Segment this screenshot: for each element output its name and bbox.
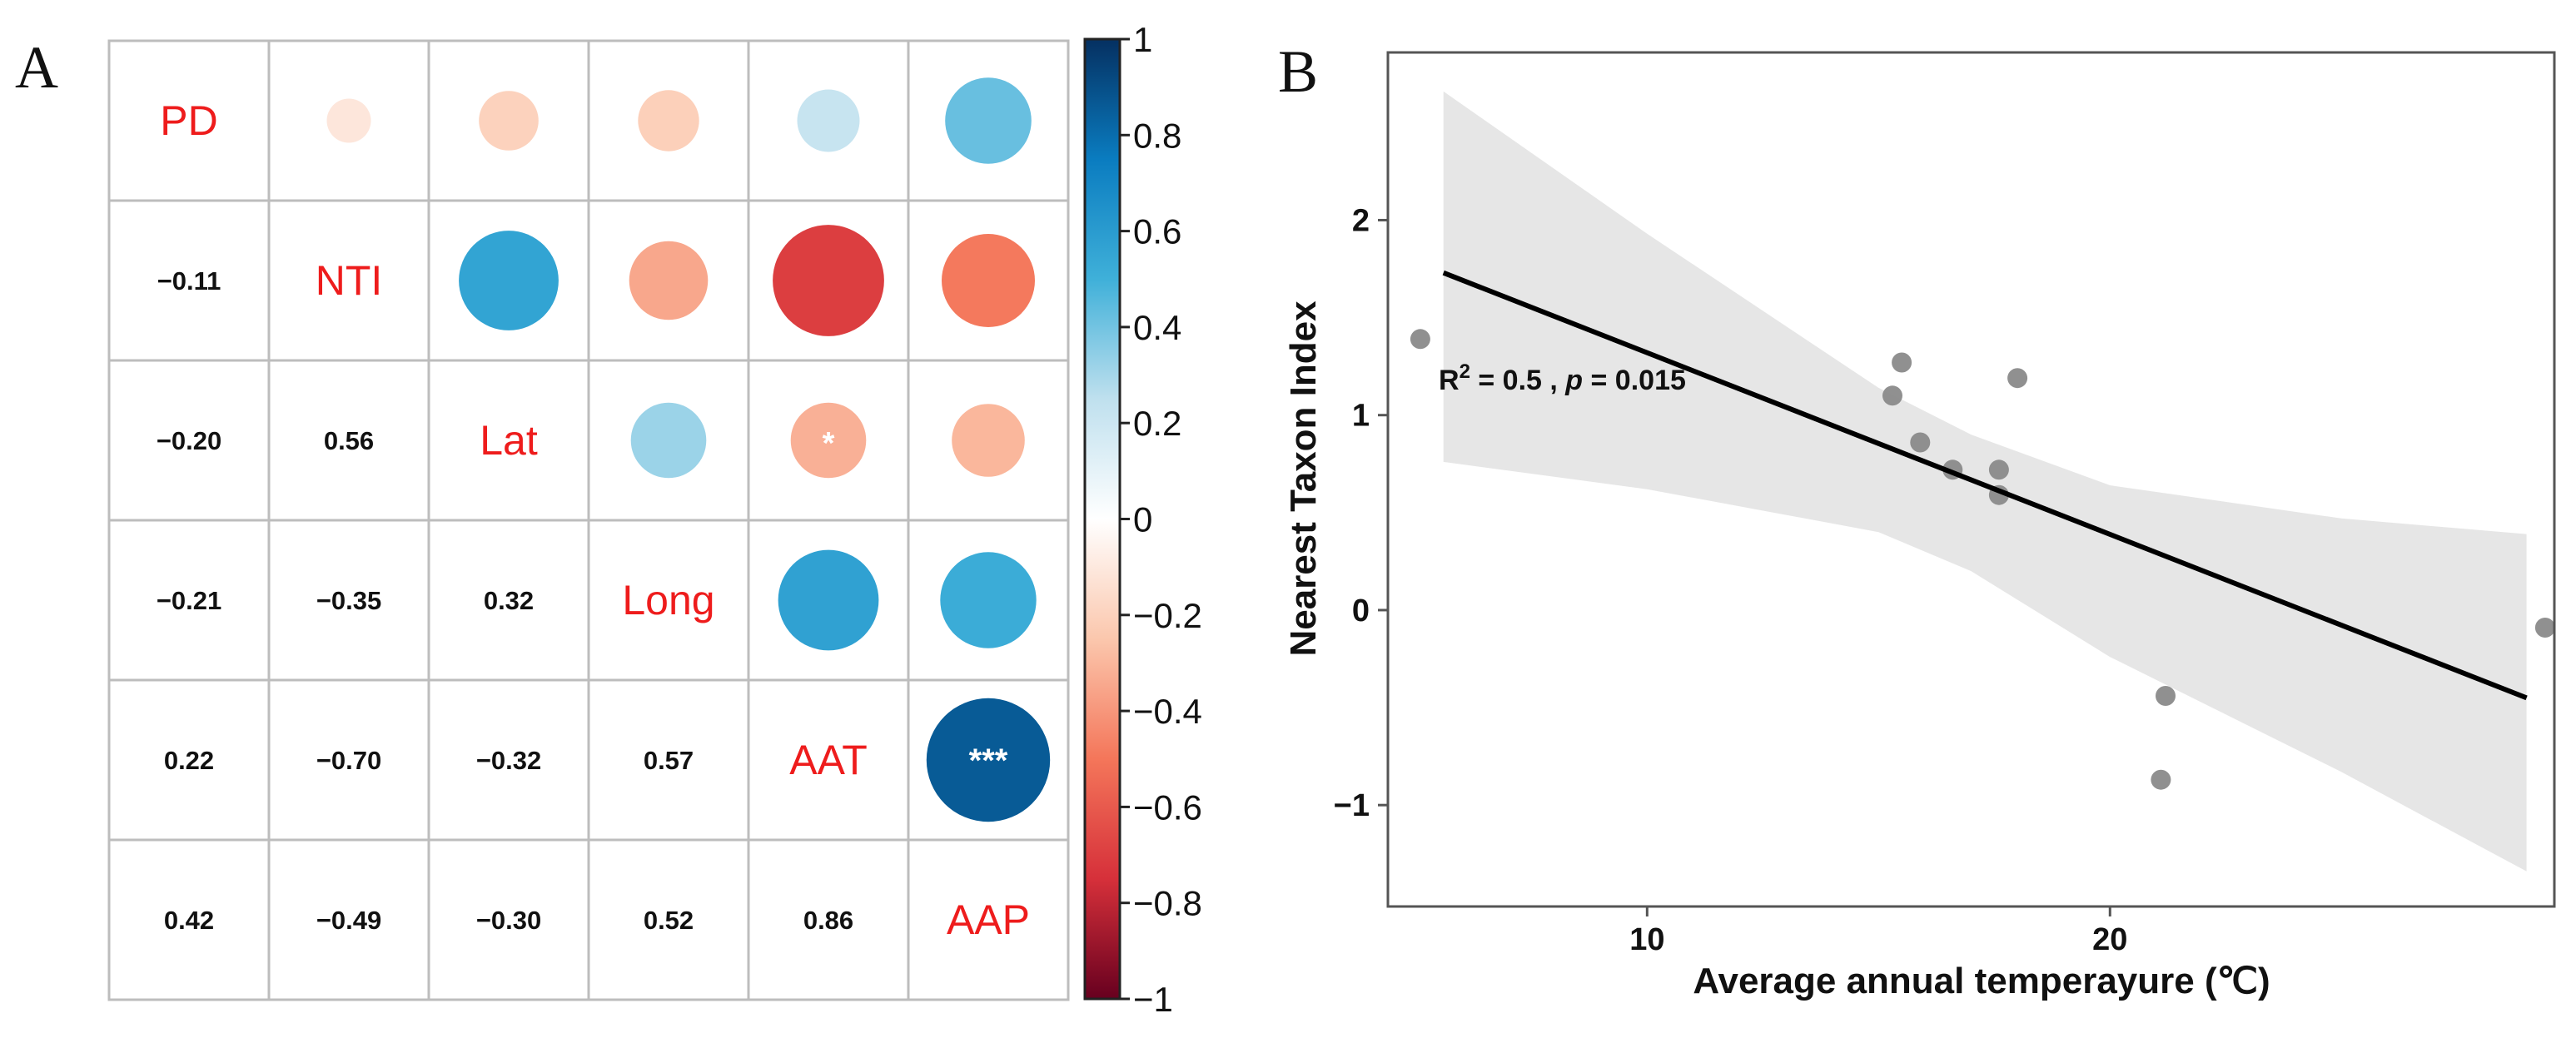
correlation-value: −0.11 <box>157 266 221 296</box>
colorbar-tick-label: −1 <box>1133 980 1173 1019</box>
correlation-circle <box>790 402 867 479</box>
panel-a: A PD−0.11 NTI−0.20 0.56 Lat−0.21 −0.35 0.32 Lo… <box>15 20 1202 1019</box>
data-point <box>2156 686 2176 706</box>
matrix-cell <box>587 519 750 682</box>
correlation-circle <box>479 91 539 151</box>
data-point <box>2534 618 2555 638</box>
correlation-circle <box>942 234 1035 327</box>
matrix-cell <box>107 838 271 1001</box>
colorbar-tick-label: 0.4 <box>1133 308 1181 347</box>
data-point <box>1910 432 1931 453</box>
correlation-circle <box>629 241 709 320</box>
correlation-circle <box>952 404 1025 477</box>
colorbar-tick-label: 0.2 <box>1133 404 1181 443</box>
annot-r: R <box>1439 365 1460 396</box>
plot-frame <box>1386 51 2556 908</box>
correlation-value: −0.70 <box>316 746 381 775</box>
annot-p: p <box>1564 365 1583 396</box>
correlation-value: −0.21 <box>157 586 221 615</box>
correlation-circle <box>926 698 1051 822</box>
variable-label-lat: Lat <box>480 417 538 464</box>
data-point <box>2151 769 2171 790</box>
correlation-circle <box>638 90 699 151</box>
correlation-circle <box>778 549 879 651</box>
correlation-circle <box>459 231 559 330</box>
colorbar-tick-label: −0.2 <box>1133 596 1202 635</box>
variable-label-nti: NTI <box>316 257 383 304</box>
correlation-value: 0.56 <box>324 426 374 455</box>
colorbar-tick-label: 0.6 <box>1133 212 1181 251</box>
correlation-value: 0.52 <box>644 906 694 935</box>
correlation-value: 0.86 <box>803 906 853 935</box>
matrix-cell <box>587 678 750 842</box>
x-axis-label: Average annual temperayure (℃) <box>1693 961 2270 1001</box>
matrix-cell <box>427 678 590 842</box>
matrix-cell <box>107 519 271 682</box>
variable-label-long: Long <box>622 577 714 623</box>
colorbar-tick-label: 1 <box>1133 20 1152 59</box>
data-point <box>1882 385 1902 406</box>
correlation-circle <box>945 77 1032 164</box>
variable-label-aat: AAT <box>789 737 868 783</box>
significance-mark: * <box>823 426 835 461</box>
x-tick-label: 20 <box>2092 922 2127 957</box>
correlation-circle <box>630 402 707 479</box>
regression-annotation: R2 = 0.5 , p = 0.015 <box>1439 360 1686 396</box>
correlation-value: 0.42 <box>164 906 214 935</box>
matrix-cell <box>267 359 430 522</box>
matrix-cell <box>107 39 271 202</box>
correlation-value: −0.35 <box>316 586 381 615</box>
data-point <box>1892 352 1912 373</box>
y-tick-label: 1 <box>1352 399 1370 434</box>
matrix-cell <box>587 838 750 1001</box>
correlation-matrix: PD −0.11 NTI −0.20 0.56 Lat −0.21 −0.35 0.32 Long… <box>107 39 1070 1001</box>
x-tick-label: 10 <box>1629 922 1664 957</box>
data-point <box>2007 368 2028 389</box>
annot-p-value: = 0.015 <box>1583 365 1686 396</box>
annot-r-sup: 2 <box>1460 360 1470 383</box>
confidence-band <box>1443 91 2527 872</box>
colorbar-gradient <box>1083 37 1121 1001</box>
correlation-value: 0.32 <box>484 586 534 615</box>
regression-line <box>1442 270 2528 701</box>
correlation-value: 0.22 <box>164 746 214 775</box>
variable-label-pd: PD <box>160 97 217 144</box>
matrix-cell <box>267 838 430 1001</box>
matrix-cell <box>907 838 1070 1001</box>
correlation-value: −0.32 <box>476 746 541 775</box>
panel-b-letter: B <box>1278 38 1318 105</box>
correlation-value: −0.49 <box>316 906 381 935</box>
colorbar-tick-label: 0 <box>1133 500 1152 539</box>
significance-mark: *** <box>969 743 1008 779</box>
correlation-value: −0.20 <box>157 426 221 455</box>
colorbar-tick-label: −0.4 <box>1133 692 1202 731</box>
correlation-value: −0.30 <box>476 906 541 935</box>
matrix-cell <box>747 678 910 842</box>
correlation-value: 0.57 <box>644 746 694 775</box>
y-tick-label: 0 <box>1352 594 1370 628</box>
correlation-circle <box>773 225 884 336</box>
matrix-cell <box>427 838 590 1001</box>
correlation-circle <box>797 89 860 152</box>
colorbar-tick-label: −0.8 <box>1133 884 1202 923</box>
data-point <box>1410 329 1430 350</box>
y-tick-label: −1 <box>1334 788 1370 823</box>
matrix-cell <box>107 678 271 842</box>
matrix-cell <box>747 838 910 1001</box>
matrix-cell <box>267 199 430 362</box>
colorbar-tick-label: 0.8 <box>1133 116 1181 155</box>
variable-label-aap: AAP <box>947 896 1030 943</box>
data-point <box>1988 459 2009 480</box>
annot-mid: = 0.5 , <box>1470 365 1565 396</box>
correlation-circle <box>326 98 371 143</box>
colorbar-tick-label: −0.6 <box>1133 787 1202 827</box>
colorbar: 1 0.8 0.6 0.4 0.2 0 −0.2 −0.4 −0.6 −0.8 −1 <box>1083 20 1202 1019</box>
y-axis-label: Nearest Taxon Index <box>1283 300 1324 657</box>
panel-a-letter: A <box>15 34 58 101</box>
correlation-circle <box>940 552 1037 648</box>
y-tick-label: 2 <box>1352 203 1370 238</box>
